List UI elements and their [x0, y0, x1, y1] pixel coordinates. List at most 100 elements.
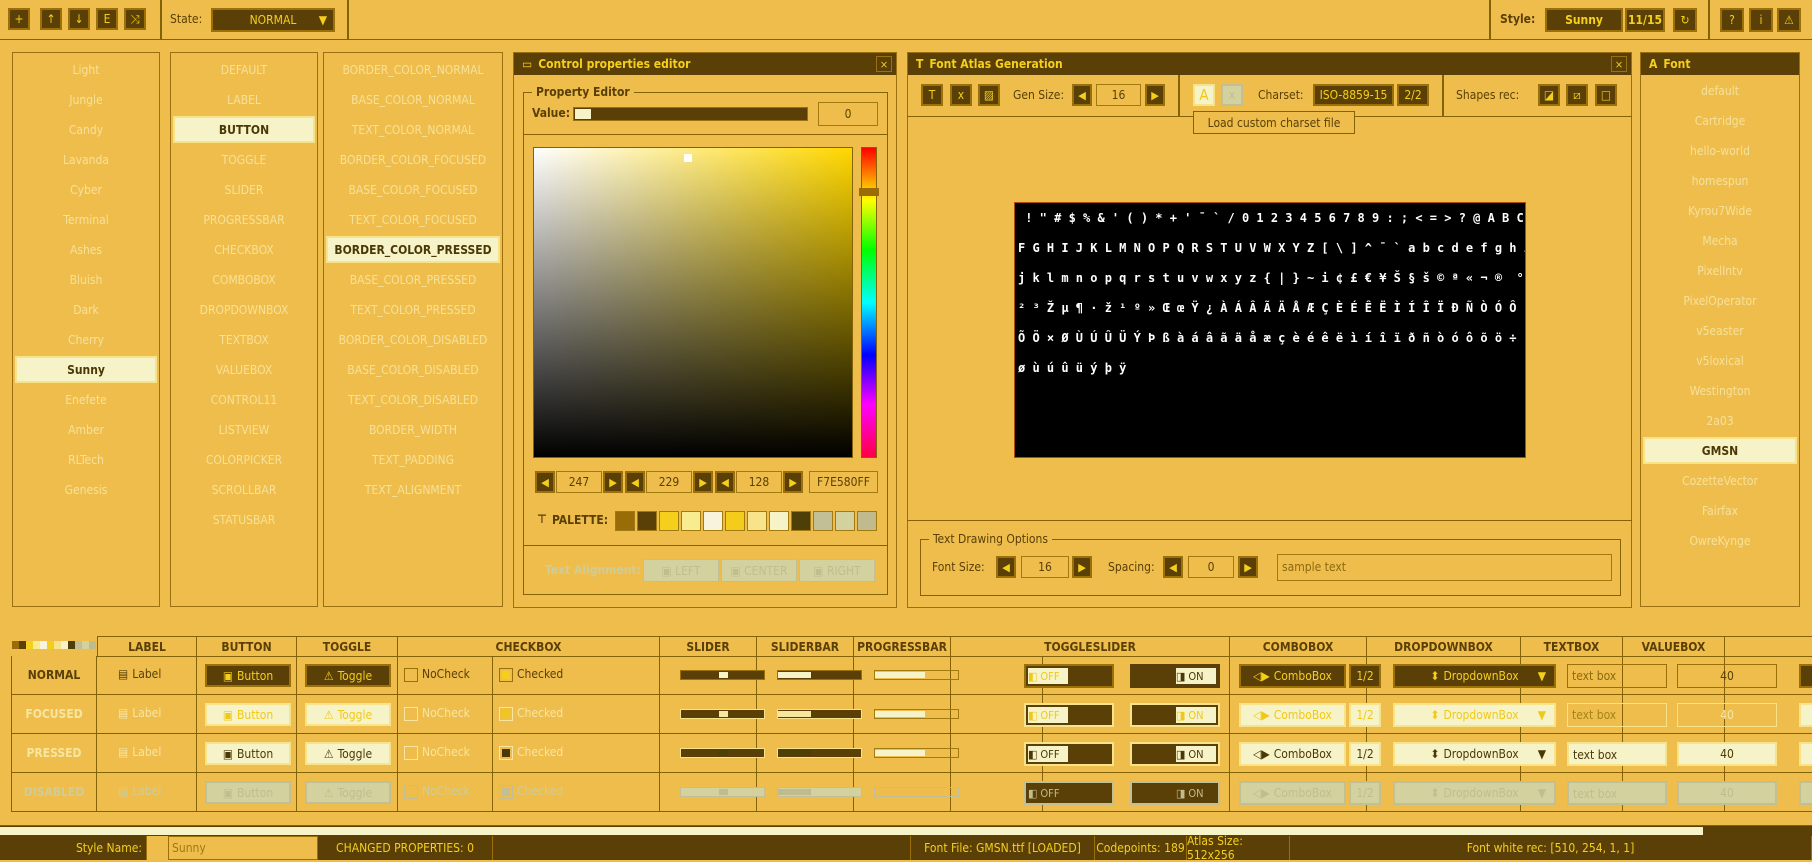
slider-handle[interactable] [718, 672, 728, 678]
align-left-button[interactable]: ▣ LEFT [643, 559, 719, 582]
checkbox-checked[interactable] [499, 746, 513, 760]
align-center-button[interactable]: ▣ CENTER [721, 559, 797, 582]
partial-control[interactable] [1799, 703, 1812, 727]
list-item[interactable]: 2a03 [1706, 413, 1734, 428]
checkbox-checked[interactable] [499, 668, 513, 682]
checkbox[interactable] [404, 746, 418, 760]
combobox[interactable]: ◁▶ ComboBox [1239, 664, 1346, 688]
checkbox-checked[interactable] [499, 707, 513, 721]
list-item[interactable]: hello-world [1690, 143, 1750, 158]
load-charset-button[interactable]: A [1193, 84, 1215, 106]
red-input[interactable]: 247 [556, 471, 602, 493]
palette-swatch[interactable] [681, 511, 701, 531]
palette-swatch[interactable] [659, 511, 679, 531]
blue-decrement[interactable]: ◀ [715, 471, 735, 493]
toggleslider-on[interactable]: ◨ ON [1130, 781, 1220, 805]
color-picker-square[interactable] [533, 147, 853, 458]
list-item[interactable]: SLIDER [224, 182, 264, 197]
partial-control[interactable] [1799, 742, 1812, 766]
blue-input[interactable]: 128 [736, 471, 782, 493]
dropdownbox[interactable]: ⬍ DropdownBox ▼ [1393, 664, 1556, 688]
valuebox[interactable]: 40 [1677, 742, 1777, 766]
value-input[interactable]: 0 [818, 102, 878, 126]
sliderbar[interactable] [777, 787, 862, 797]
list-item[interactable]: TEXT_COLOR_PRESSED [350, 302, 476, 317]
combobox[interactable]: ◁▶ ComboBox [1239, 742, 1346, 766]
toggleslider-on[interactable]: ◨ ON [1130, 742, 1220, 766]
slider-handle[interactable] [718, 750, 728, 756]
checkbox[interactable] [404, 707, 418, 721]
textbox[interactable]: text box [1567, 664, 1667, 688]
list-item[interactable]: Terminal [63, 212, 109, 227]
generate-atlas-button[interactable]: T [921, 84, 943, 106]
font-size-input[interactable]: 16 [1021, 556, 1069, 578]
list-item[interactable]: BASE_COLOR_FOCUSED [348, 182, 478, 197]
slider[interactable] [680, 670, 765, 680]
style-name-input[interactable]: Sunny [168, 836, 318, 860]
gen-size-decrement[interactable]: ◀ [1072, 84, 1092, 106]
slider-handle[interactable] [718, 789, 728, 795]
partial-control[interactable] [1799, 781, 1812, 805]
combobox-page[interactable]: 1/2 [1349, 781, 1381, 805]
toggleslider-off[interactable]: ◧ OFF [1024, 742, 1114, 766]
palette-swatch[interactable] [769, 511, 789, 531]
palette-swatch[interactable] [725, 511, 745, 531]
gen-size-input[interactable]: 16 [1096, 84, 1141, 106]
list-item[interactable]: STATUSBAR [212, 512, 276, 527]
font-size-increment[interactable]: ▶ [1072, 556, 1092, 578]
list-item[interactable]: Kyrou7Wide [1688, 203, 1752, 218]
green-input[interactable]: 229 [646, 471, 692, 493]
list-item[interactable]: Sunny [15, 356, 157, 383]
export-atlas-button[interactable]: ▨ [978, 84, 1000, 106]
close-button[interactable]: × [876, 56, 892, 72]
list-item[interactable]: homespun [1691, 173, 1749, 188]
list-item[interactable]: Candy [68, 122, 104, 137]
list-item[interactable]: VALUEBOX [215, 362, 273, 377]
window-titlebar[interactable]: ▭ Control properties editor [514, 53, 896, 75]
palette-swatch[interactable] [615, 511, 635, 531]
list-item[interactable]: TEXT_COLOR_FOCUSED [349, 212, 477, 227]
toggleslider-off[interactable]: ◧ OFF [1024, 664, 1114, 688]
toggle-control[interactable]: ⚠ Toggle [305, 703, 391, 726]
warning-button[interactable]: ⚠ [1777, 8, 1801, 32]
list-item[interactable]: TEXT_COLOR_NORMAL [351, 122, 475, 137]
green-increment[interactable]: ▶ [693, 471, 713, 493]
list-item[interactable]: Dark [73, 302, 99, 317]
info-button[interactable]: i [1749, 8, 1773, 32]
scrollbar-thumb[interactable] [0, 827, 1704, 835]
horizontal-scrollbar[interactable] [0, 825, 1812, 836]
list-item[interactable]: GMSN [1643, 437, 1797, 464]
checkbox[interactable] [404, 785, 418, 799]
hue-bar[interactable] [859, 147, 879, 458]
list-item[interactable]: Amber [68, 422, 104, 437]
checkbox[interactable] [404, 668, 418, 682]
list-item[interactable]: v5easter [1696, 323, 1744, 338]
unload-font-button[interactable]: x [950, 84, 972, 106]
spacing-decrement[interactable]: ◀ [1163, 556, 1183, 578]
list-item[interactable]: Lavanda [63, 152, 109, 167]
combobox-page[interactable]: 1/2 [1349, 664, 1381, 688]
styles-list[interactable]: Light Jungle Candy Lavanda Cyber Terminal Ashe… [12, 52, 160, 607]
list-item[interactable]: Enefete [65, 392, 107, 407]
toggle-control[interactable]: ⚠ Toggle [305, 742, 391, 765]
slider[interactable] [680, 709, 765, 719]
palette-swatch[interactable] [813, 511, 833, 531]
green-decrement[interactable]: ◀ [625, 471, 645, 493]
sliderbar[interactable] [777, 709, 862, 719]
font-size-decrement[interactable]: ◀ [996, 556, 1016, 578]
slider[interactable] [680, 787, 765, 797]
list-item[interactable]: TEXT_COLOR_DISABLED [347, 392, 479, 407]
list-item[interactable]: BORDER_COLOR_FOCUSED [339, 152, 487, 167]
reload-style-button[interactable]: ↻ [1673, 8, 1697, 32]
list-item[interactable]: COLORPICKER [205, 452, 283, 467]
list-item[interactable]: default [1701, 83, 1739, 98]
valuebox[interactable]: 40 [1677, 703, 1777, 727]
list-item[interactable]: PixelIntv [1697, 263, 1743, 278]
shapes-rec-slash-button[interactable]: ⧄ [1566, 84, 1588, 106]
list-item[interactable]: BORDER_WIDTH [368, 422, 458, 437]
list-item[interactable]: CONTROL11 [210, 392, 278, 407]
list-item[interactable]: TEXTBOX [219, 332, 269, 347]
button-control[interactable]: ▣ Button [205, 781, 291, 804]
partial-control[interactable] [1799, 664, 1812, 688]
list-item[interactable]: SCROLLBAR [211, 482, 277, 497]
